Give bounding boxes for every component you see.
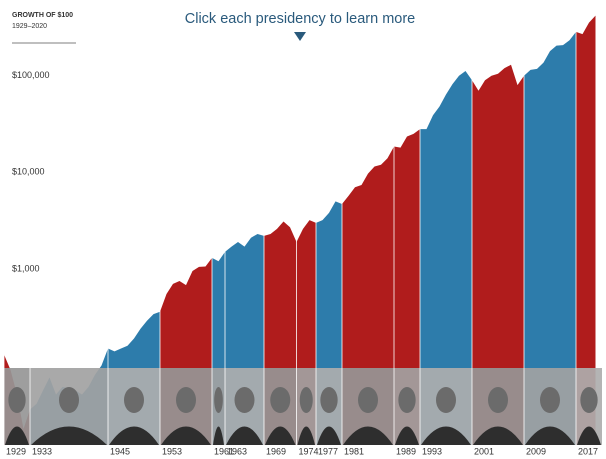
presidency-area <box>394 129 420 446</box>
x-tick-label[interactable]: 1929 <box>6 446 26 456</box>
portrait-head <box>59 387 79 413</box>
pointer-arrow <box>294 32 306 41</box>
presidency[interactable] <box>296 368 317 445</box>
portrait-head <box>270 387 291 413</box>
presidency-area <box>576 15 596 445</box>
x-tick-label[interactable]: 1945 <box>110 446 130 456</box>
x-tick-label[interactable]: 1933 <box>32 446 52 456</box>
presidency[interactable] <box>108 368 160 445</box>
portrait-head <box>124 387 144 413</box>
x-tick-label[interactable]: 1989 <box>396 446 416 456</box>
portrait-body <box>109 426 159 445</box>
presidency[interactable] <box>420 368 472 445</box>
x-tick-label[interactable]: 1961 <box>214 446 234 456</box>
portrait-head <box>176 387 196 413</box>
portrait-head <box>358 387 378 413</box>
portrait-body <box>213 426 224 445</box>
portrait-body <box>395 426 419 445</box>
portrait-head <box>398 387 416 413</box>
presidency[interactable] <box>394 368 420 445</box>
x-tick-label[interactable]: 2017 <box>578 446 598 456</box>
portrait-head <box>540 387 560 413</box>
presidency[interactable] <box>316 368 342 445</box>
x-tick-label[interactable]: 1974 <box>299 446 319 456</box>
chart-subtitle: GROWTH OF $100 <box>12 12 73 19</box>
presidency[interactable] <box>225 368 264 445</box>
x-tick-label[interactable]: 2009 <box>526 446 546 456</box>
portrait-head <box>299 387 313 413</box>
portrait-body <box>473 426 523 445</box>
portrait-body <box>265 426 296 445</box>
portrait-body <box>297 426 315 445</box>
x-tick-label[interactable]: 1993 <box>422 446 442 456</box>
presidency[interactable] <box>30 368 108 445</box>
portrait-body <box>161 426 211 445</box>
x-tick-label[interactable]: 1977 <box>318 446 338 456</box>
portrait-body <box>421 426 471 445</box>
portrait-head <box>234 387 255 413</box>
presidency[interactable] <box>472 368 524 445</box>
portrait-head <box>214 387 223 413</box>
presidency-area <box>524 31 576 446</box>
portrait-head <box>320 387 338 413</box>
presidency[interactable] <box>4 368 30 445</box>
y-tick-label: $100,000 <box>12 70 50 80</box>
x-tick-label[interactable]: 1981 <box>344 446 364 456</box>
presidency[interactable] <box>576 368 602 445</box>
presidency-area <box>420 71 472 446</box>
portrait-head <box>488 387 508 413</box>
period-label: 1929–2020 <box>12 23 47 30</box>
portrait-body <box>317 426 341 445</box>
portrait-body <box>577 426 601 445</box>
portrait-body <box>31 426 107 445</box>
presidency[interactable] <box>212 368 225 445</box>
portrait-head <box>580 387 598 413</box>
x-tick-label[interactable]: 2001 <box>474 446 494 456</box>
portrait-body <box>5 426 29 445</box>
portrait-head <box>8 387 26 413</box>
x-tick-label[interactable]: 1963 <box>227 446 247 456</box>
portrait-head <box>436 387 456 413</box>
presidency[interactable] <box>264 368 297 445</box>
y-tick-label: $10,000 <box>12 167 45 177</box>
presidency[interactable] <box>524 368 576 445</box>
x-tick-label[interactable]: 1953 <box>162 446 182 456</box>
plot <box>3 10 602 446</box>
presidency-area <box>472 64 524 445</box>
presidency[interactable] <box>342 368 394 445</box>
presidency[interactable] <box>160 368 212 445</box>
x-tick-label[interactable]: 1969 <box>266 446 286 456</box>
y-tick-label: $1,000 <box>12 263 40 273</box>
portrait-body <box>226 426 263 445</box>
chart-title: Click each presidency to learn more <box>185 11 416 27</box>
portrait-body <box>525 426 575 445</box>
portrait-body <box>343 426 393 445</box>
